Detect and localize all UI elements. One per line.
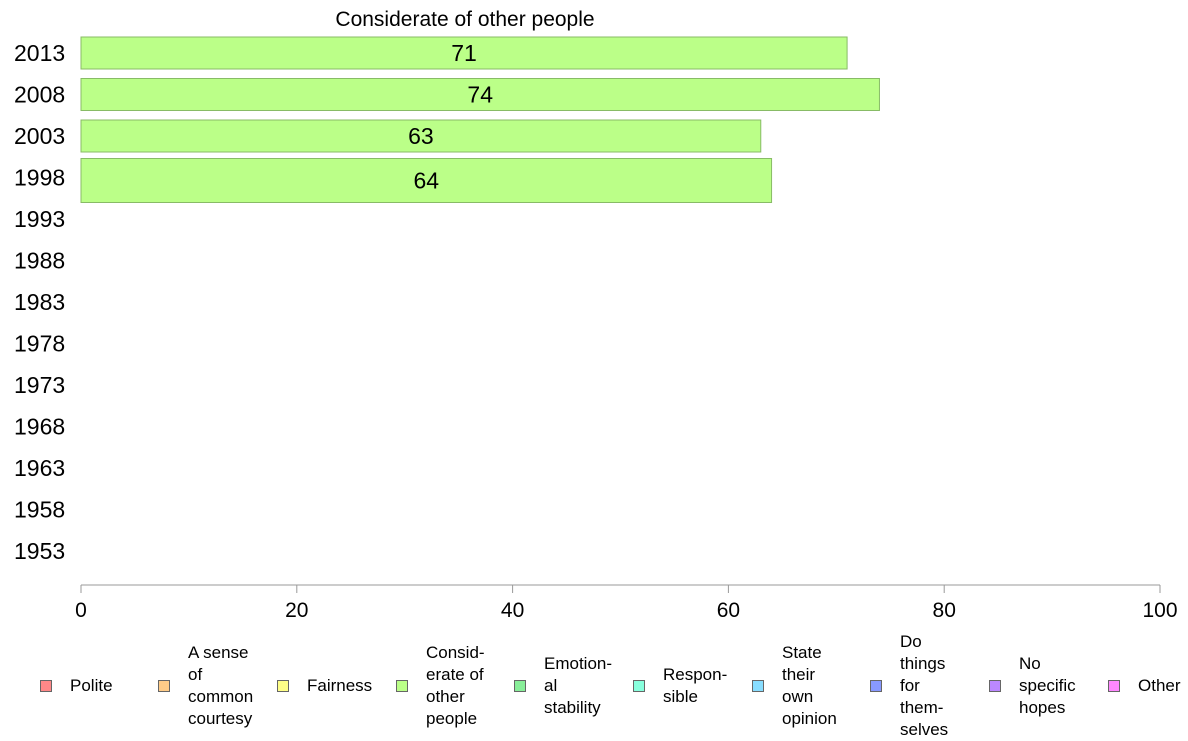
legend-label: Do things for them- selves (900, 632, 949, 739)
legend-item: A sense of common courtesy (158, 636, 253, 736)
y-tick-label: 2008 (14, 82, 65, 108)
bar (80, 36, 848, 70)
legend-label: No specific hopes (1019, 654, 1076, 717)
legend-swatch (1108, 680, 1120, 692)
legend-item: Polite (40, 636, 113, 736)
y-tick-label: 1993 (14, 206, 65, 232)
data-label: 74 (467, 82, 493, 108)
legend-item: Respon- sible (633, 636, 727, 736)
x-tick-label: 100 (1142, 599, 1177, 622)
legend-item: State their own opinion (752, 636, 837, 736)
legend-swatch (277, 680, 289, 692)
legend-item: Emotion- al stability (514, 636, 612, 736)
legend-label: A sense of common courtesy (188, 643, 254, 728)
legend-item: Fairness (277, 636, 372, 736)
chart-title: Considerate of other people (335, 8, 594, 31)
legend-swatch (633, 680, 645, 692)
legend-swatch (158, 680, 170, 692)
legend-label: State their own opinion (782, 643, 837, 728)
bar (80, 158, 773, 203)
y-tick-label: 1983 (14, 289, 65, 315)
x-tick-label: 60 (717, 599, 740, 622)
legend-swatch (989, 680, 1001, 692)
legend-item: Consid- erate of other people (396, 636, 485, 736)
legend-swatch (514, 680, 526, 692)
y-axis: 2013 2008 2003 1998 1993 1988 1983 1978 1973 1968… (14, 40, 65, 564)
legend-label: Other (1138, 676, 1181, 695)
x-tick-label: 0 (75, 599, 87, 622)
legend-swatch (870, 680, 882, 692)
x-axis: 0 20 40 60 80 100 (75, 584, 1178, 622)
legend: Polite A sense of common courtesy Fairness… (0, 632, 1188, 739)
y-tick-label: 1973 (14, 372, 65, 398)
y-tick-label: 1958 (14, 497, 65, 523)
y-tick-label: 2013 (14, 40, 65, 66)
x-tick-label: 80 (933, 599, 956, 622)
x-tick-label: 20 (285, 599, 308, 622)
legend-item: Other (1108, 636, 1181, 736)
y-tick-label: 1978 (14, 331, 65, 357)
legend-item: Do things for them- selves (870, 632, 948, 739)
legend-label: Consid- erate of other people (426, 643, 485, 728)
data-label: 63 (408, 123, 434, 149)
y-tick-label: 1968 (14, 414, 65, 440)
legend-label: Respon- sible (663, 665, 728, 706)
y-tick-label: 1988 (14, 248, 65, 274)
legend-item: No specific hopes (989, 636, 1076, 736)
data-label: 64 (413, 168, 439, 194)
y-tick-label: 1963 (14, 455, 65, 481)
y-tick-label: 2003 (14, 123, 65, 149)
legend-swatch (752, 680, 764, 692)
legend-swatch (40, 680, 52, 692)
y-tick-label: 1953 (14, 538, 65, 564)
legend-label: Fairness (307, 676, 373, 695)
legend-label: Polite (70, 676, 113, 695)
y-tick-label: 1998 (14, 165, 65, 191)
bars-group: 71 74 63 64 (80, 36, 880, 203)
legend-label: Emotion- al stability (544, 654, 613, 717)
bar (80, 119, 762, 153)
legend-swatch (396, 680, 408, 692)
x-tick-label: 40 (501, 599, 524, 622)
data-label: 71 (451, 40, 477, 66)
bar (80, 78, 880, 111)
